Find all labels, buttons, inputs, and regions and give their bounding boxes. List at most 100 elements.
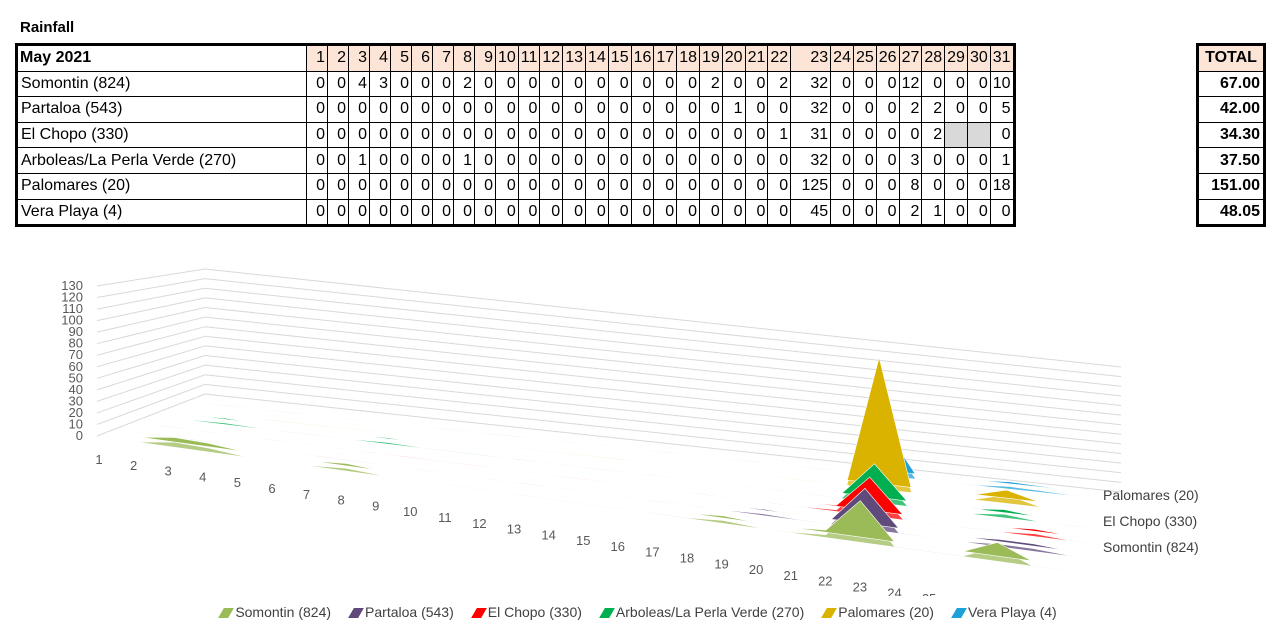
- rain-value: 0: [767, 198, 792, 227]
- day-header: 1: [306, 44, 328, 72]
- rain-value: 0: [653, 96, 678, 123]
- gridline: [96, 355, 206, 391]
- rain-value: 0: [495, 121, 519, 149]
- day-header: 3: [348, 44, 370, 72]
- chart-legend: Somontin (824) Partaloa (543) El Chopo (33…: [15, 604, 1263, 620]
- rain-value: 0: [698, 121, 723, 149]
- gridline: [96, 345, 206, 379]
- depth-axis-label: Somontin (824): [1103, 539, 1199, 555]
- rain-value: 0: [921, 172, 946, 200]
- gridline: [204, 316, 1122, 416]
- day-header: 23: [790, 44, 832, 72]
- day-header: 10: [495, 44, 519, 72]
- day-header: 26: [875, 44, 900, 72]
- rain-value: 0: [348, 172, 370, 200]
- rain-value: 2: [921, 121, 946, 149]
- rain-value: 0: [653, 121, 678, 149]
- rain-value: 0: [767, 172, 792, 200]
- x-tick-label: 21: [783, 568, 797, 583]
- day-header: 9: [474, 44, 496, 72]
- rain-value: 0: [898, 121, 923, 149]
- rain-value: 0: [495, 147, 519, 174]
- rain-value: 0: [721, 147, 746, 174]
- x-tick-label: 17: [645, 545, 659, 560]
- station-name: Somontin (824): [16, 70, 307, 98]
- rain-value: 0: [830, 172, 854, 200]
- rain-value: 125: [790, 172, 832, 200]
- rain-value: 8: [898, 172, 923, 200]
- x-tick-label: 13: [507, 522, 521, 537]
- y-tick-label: 100: [61, 313, 83, 328]
- legend-label: Partaloa (543): [365, 604, 454, 620]
- legend-label: Palomares (20): [838, 604, 934, 620]
- day-header: 22: [767, 44, 792, 72]
- rain-value: 0: [830, 70, 854, 98]
- legend-item: Palomares (20): [821, 604, 934, 620]
- rain-value: 0: [453, 172, 475, 200]
- rain-value: 0: [327, 121, 349, 149]
- table-row: Arboleas/La Perla Verde (270) 0 0 1 0 0 0 0 1 0 0 0…: [16, 147, 1015, 174]
- station-name: Palomares (20): [16, 172, 307, 200]
- legend-label: Vera Playa (4): [967, 604, 1057, 620]
- rainfall-table: May 2021 1 2 3 4 5 6 7 8 9 10 11 12 13 14 15 16 17 18 19 20 2…: [15, 43, 1016, 228]
- rain-value: 2: [898, 198, 923, 227]
- rain-value: 0: [966, 147, 991, 174]
- rain-value: 0: [630, 172, 655, 200]
- rain-value: 0: [327, 70, 349, 98]
- rain-value: 0: [562, 70, 586, 98]
- rain-value: 0: [562, 96, 586, 123]
- totals-table: TOTAL 67.00 42.00 34.30 37.50 151.00 48.05: [1196, 43, 1266, 228]
- legend-swatch: [599, 608, 615, 618]
- series-6: [195, 397, 1103, 499]
- gridline: [96, 297, 206, 322]
- rain-value: 32: [790, 70, 832, 98]
- rain-value: 0: [495, 172, 519, 200]
- rain-value: 0: [390, 70, 412, 98]
- rain-value: 0: [944, 198, 968, 227]
- day-header: 29: [944, 44, 968, 72]
- rain-value: 0: [369, 198, 391, 227]
- legend-swatch: [348, 608, 364, 618]
- table-header-row: May 2021 1 2 3 4 5 6 7 8 9 10 11 12 13 14 15 16 17 18 19 20 2…: [16, 44, 1015, 72]
- x-tick-label: 25: [922, 591, 936, 596]
- rain-value: 0: [852, 96, 877, 123]
- gridline: [204, 355, 1122, 455]
- series-area: [177, 357, 1103, 510]
- rain-value: 0: [432, 198, 454, 227]
- rain-value: 0: [474, 172, 496, 200]
- rain-value: 12: [898, 70, 923, 98]
- x-tick-label: 3: [165, 464, 172, 479]
- rain-value: 0: [327, 172, 349, 200]
- x-tick-label: 8: [337, 493, 344, 508]
- rainfall-chart: 0 10 20 30 40 50 60 70 80 90 100 110 120 130 1 2 3 4 5 6 7 8 9…: [15, 246, 1263, 636]
- rain-value: 1: [348, 147, 370, 174]
- day-header: 7: [432, 44, 454, 72]
- station-name: Partaloa (543): [16, 96, 307, 123]
- rain-value: 0: [390, 172, 412, 200]
- day-header: 16: [630, 44, 655, 72]
- legend-item: Partaloa (543): [348, 604, 454, 620]
- rain-value: 0: [306, 172, 328, 200]
- rain-value: 0: [517, 70, 541, 98]
- rain-value: 0: [852, 198, 877, 227]
- rain-value: 0: [607, 96, 632, 123]
- rain-value: 0: [453, 121, 475, 149]
- rain-value: 0: [653, 70, 678, 98]
- rain-value: 0: [944, 96, 968, 123]
- rain-value: 0: [306, 121, 328, 149]
- series-1: [105, 432, 1101, 576]
- x-tick-label: 10: [403, 504, 417, 519]
- rain-value: 0: [653, 172, 678, 200]
- rain-value: 0: [585, 198, 609, 227]
- rain-value: 0: [562, 147, 586, 174]
- rain-value: [944, 121, 968, 149]
- x-tick-label: 12: [472, 516, 486, 531]
- gridline: [204, 306, 1122, 406]
- rain-value: 0: [698, 198, 723, 227]
- rain-value: 0: [852, 121, 877, 149]
- rain-value: 0: [517, 121, 541, 149]
- day-header: 28: [921, 44, 946, 72]
- rain-value: 0: [721, 70, 746, 98]
- gridline: [96, 268, 206, 287]
- rain-value: [966, 121, 991, 149]
